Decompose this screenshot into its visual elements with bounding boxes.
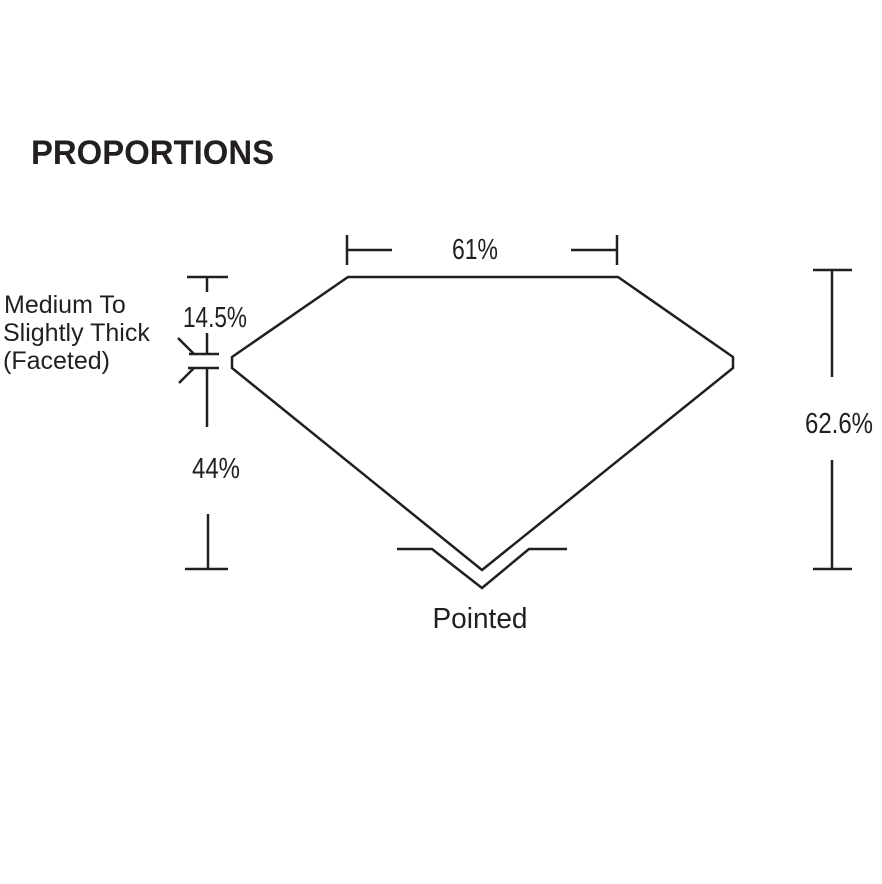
diamond-outline — [230, 275, 735, 572]
pavilion-depth-bottom-tick — [185, 514, 228, 571]
girdle-thickness-note: Medium To Slightly Thick (Faceted) — [3, 291, 150, 375]
culet-bracket — [397, 547, 567, 590]
table-width-dimension-lines — [345, 235, 619, 265]
girdle-note-line-3: (Faceted) — [3, 347, 110, 375]
pavilion-depth-dimension: 44% — [185, 368, 240, 571]
total-depth-dimension-lines — [813, 268, 852, 571]
crown-height-top-tick — [187, 275, 228, 292]
culet-label: Pointed — [433, 603, 528, 635]
culet-callout: Pointed — [397, 547, 567, 635]
girdle-note-line-1: Medium To — [4, 291, 126, 319]
girdle-note-line-2: Slightly Thick — [3, 319, 150, 347]
girdle-pointer-marks — [177, 333, 219, 384]
table-width-label: 61% — [452, 234, 498, 266]
page-title: PROPORTIONS — [31, 134, 274, 172]
table-width-dimension: 61% — [345, 234, 619, 266]
total-depth-label: 62.6% — [805, 408, 873, 440]
total-depth-dimension: 62.6% — [805, 268, 873, 571]
crown-height-dimension: 14.5% — [177, 275, 247, 384]
pavilion-depth-label: 44% — [192, 453, 240, 485]
crown-height-label: 14.5% — [183, 302, 247, 334]
